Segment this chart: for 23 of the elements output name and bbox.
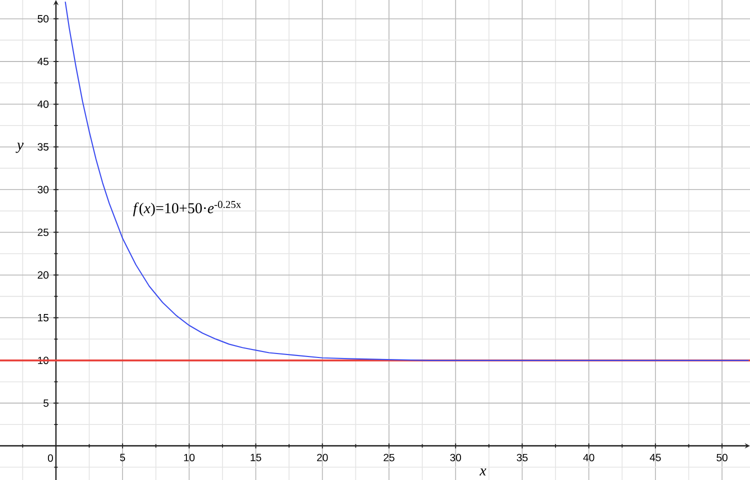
y-tick-label: 35 <box>38 143 48 151</box>
y-tick-label: 30 <box>38 186 49 194</box>
y-axis-title: y <box>16 142 24 153</box>
y-tick-label: 40 <box>37 100 49 108</box>
y-tick-label: 45 <box>37 58 48 66</box>
x-tick-label: 30 <box>450 454 462 462</box>
y-tick-label: 25 <box>38 228 48 236</box>
x-tick-label: 10 <box>184 454 195 462</box>
y-tick-label: 50 <box>38 15 49 23</box>
x-tick-label: 15 <box>250 454 262 462</box>
x-tick-label: 20 <box>317 454 328 462</box>
x-tick-label: 35 <box>516 454 528 462</box>
y-tick-label: 5 <box>44 399 48 407</box>
x-tick-label: 45 <box>650 454 661 462</box>
x-tick-label: 50 <box>716 454 728 462</box>
x-tick-label: 5 <box>120 454 126 462</box>
x-tick-label: 25 <box>384 454 394 462</box>
x-tick-label: 40 <box>583 454 594 462</box>
x-axis-title: x <box>479 468 486 476</box>
x-tick-label: 0 <box>48 454 53 462</box>
y-tick-label: 15 <box>38 314 48 322</box>
annotation: f(x)=10+50·e$^{-0.25x}$ <box>133 200 242 216</box>
y-tick-label: 20 <box>38 271 49 279</box>
